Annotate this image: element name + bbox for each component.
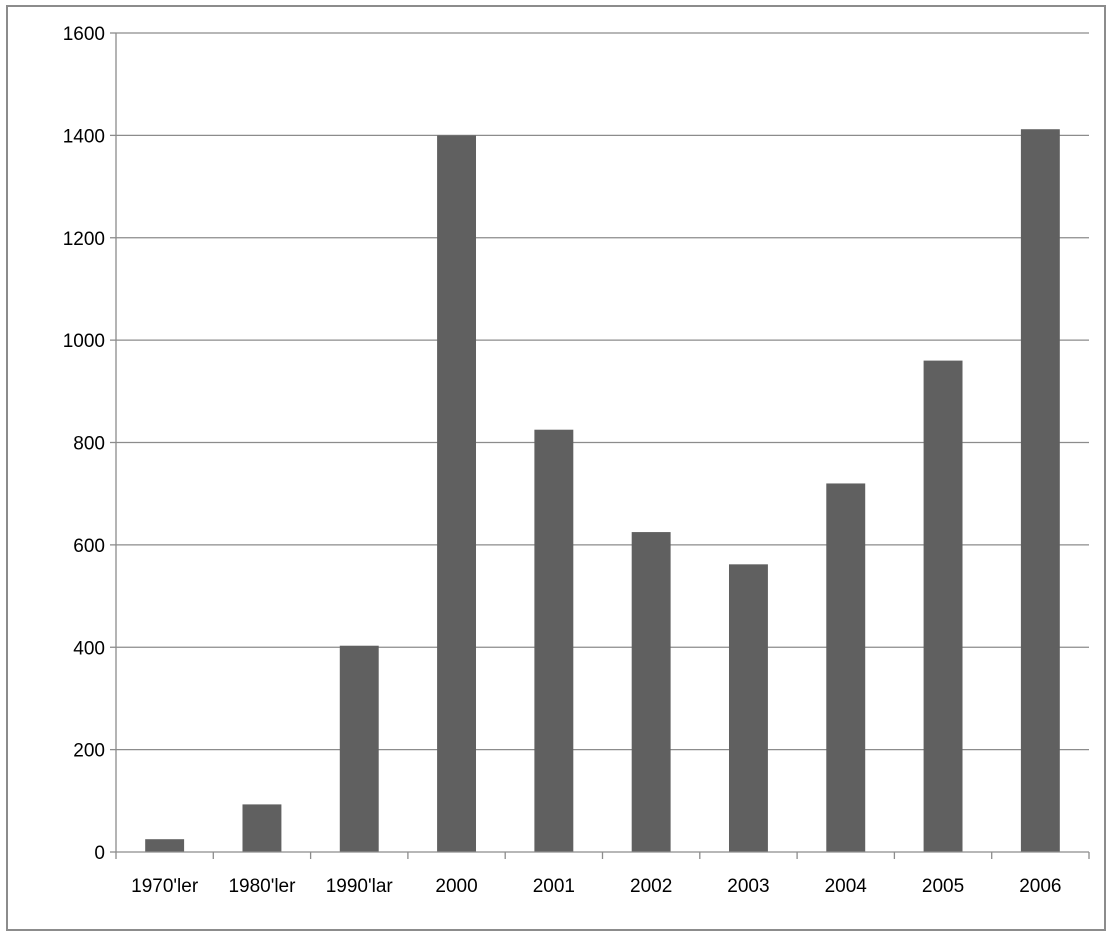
x-axis-ticks: 1970'ler 1980'ler 1990'lar 2000 2001 2002 2003… [115,852,1090,897]
y-tick-label: 800 [73,434,105,455]
bar [145,839,185,852]
x-tick-label: 2006 [1019,876,1061,897]
y-tick-label: 1600 [63,24,105,45]
x-tick-label: 1990'lar [326,876,394,897]
x-tick-label: 1980'ler [228,876,296,897]
bar [339,645,379,852]
x-tick-label: 2003 [727,876,769,897]
bar [923,360,963,852]
y-tick-label: 1000 [63,331,105,352]
x-tick-label: 2001 [533,876,575,897]
y-axis-ticks: 0 200 400 600 800 1000 1200 1400 1600 [63,24,116,864]
x-tick-label: 1970'ler [131,876,199,897]
bar [242,804,282,852]
bar [534,429,574,852]
bar [631,532,671,852]
x-tick-label: 2005 [922,876,964,897]
y-tick-label: 0 [94,843,105,864]
x-tick-label: 2000 [435,876,477,897]
y-tick-label: 600 [73,536,105,557]
bar [437,135,477,852]
y-tick-label: 1200 [63,229,105,250]
bars [145,129,1060,853]
bar [1020,129,1060,853]
y-tick-label: 200 [73,741,105,762]
bar [826,483,866,852]
x-tick-label: 2002 [630,876,672,897]
bar [728,564,768,852]
y-tick-label: 1400 [63,126,105,147]
y-tick-label: 400 [73,638,105,659]
x-tick-label: 2004 [825,876,868,897]
